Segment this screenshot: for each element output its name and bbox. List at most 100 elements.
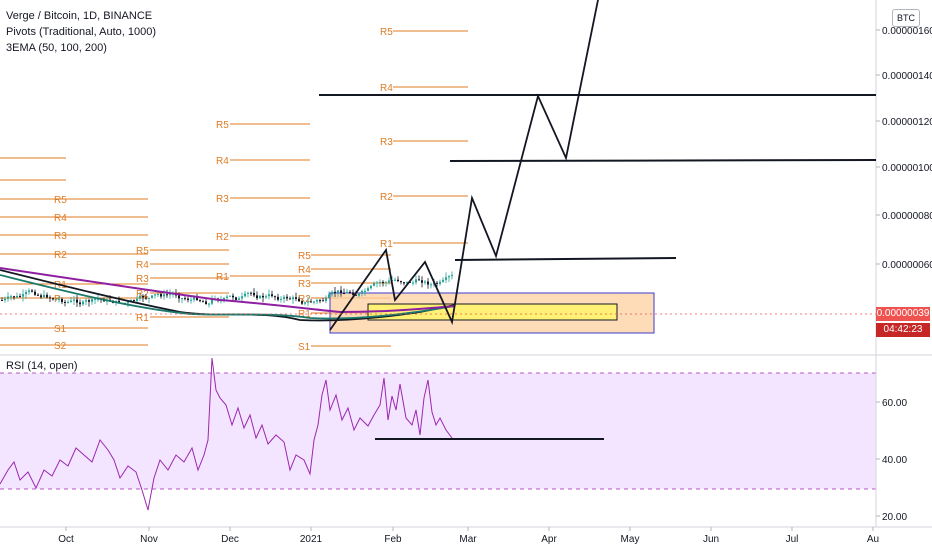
candle-body: [70, 300, 72, 303]
candle-body: [424, 281, 426, 283]
candle-body: [445, 277, 447, 280]
trend-drawings[interactable]: [319, 0, 877, 440]
pivot-label: P: [54, 294, 61, 305]
candle-body: [367, 288, 369, 291]
candle-body: [358, 293, 360, 296]
candle-body: [10, 296, 12, 298]
candle-body: [232, 295, 234, 298]
candle-body: [442, 279, 444, 282]
rsi-tick-label: 60.00: [882, 398, 907, 409]
candle-body: [331, 291, 333, 295]
time-tick-label: Jun: [703, 534, 719, 545]
pivot-label: R4: [298, 265, 311, 276]
pivot-label: R2: [380, 192, 393, 203]
pivot-label: R3: [298, 279, 311, 290]
pivot-label: R5: [216, 120, 229, 131]
candle-body: [256, 295, 258, 299]
candle-body: [211, 299, 213, 304]
pivot-label: R1: [298, 309, 311, 320]
candle-body: [451, 275, 453, 277]
candle-body: [403, 282, 405, 284]
pivot-label: R2: [216, 232, 229, 243]
price-tick-label: 0.00000120: [882, 117, 932, 128]
candle-body: [208, 303, 210, 305]
candle-body: [400, 281, 402, 283]
candle-body: [79, 302, 81, 305]
candle-body: [133, 299, 135, 301]
candle-body: [412, 282, 414, 284]
rsi-indicator-label[interactable]: RSI (14, open): [6, 360, 78, 372]
candle-body: [13, 296, 15, 298]
candle-body: [154, 294, 156, 296]
candle-body: [229, 295, 231, 297]
candle-body: [328, 294, 330, 298]
candle-body: [379, 281, 381, 283]
time-tick-label: Dec: [221, 534, 239, 545]
time-axis[interactable]: Oct Nov Dec 2021 Feb Mar Apr May Jun Jul Au: [58, 527, 879, 545]
candle-body: [148, 297, 150, 299]
pivot-label: R1: [136, 313, 149, 324]
candle-body: [127, 301, 129, 304]
candle-body: [88, 300, 90, 302]
rectangle-drawings[interactable]: [329, 292, 655, 334]
pivot-label: R5: [136, 246, 149, 257]
candle-body: [31, 290, 33, 292]
time-tick-label: Mar: [459, 534, 477, 545]
time-tick-label: Oct: [58, 534, 74, 545]
candle-body: [160, 294, 162, 297]
candle-body: [235, 297, 237, 300]
pivot-label: R2: [54, 250, 67, 261]
pivot-label: R5: [380, 27, 393, 38]
pivots-indicator-label[interactable]: Pivots (Traditional, Auto, 1000): [6, 26, 157, 38]
candle-body: [19, 296, 21, 298]
candle-body: [244, 293, 246, 297]
ema-indicator-label[interactable]: 3EMA (50, 100, 200): [6, 42, 107, 54]
candle-body: [94, 298, 96, 300]
candle-body: [58, 298, 60, 300]
price-axis[interactable]: 0.00000160 0.00000140 0.00000120 0.00000100…: [876, 26, 932, 271]
candle-body: [163, 294, 165, 297]
pivot-label: R2: [298, 294, 311, 305]
symbol-title[interactable]: Verge / Bitcoin, 1D, BINANCE: [6, 10, 153, 22]
candle-body: [193, 297, 195, 300]
candle-body: [187, 298, 189, 301]
resistance-line-mid: [449, 159, 877, 162]
candle-body: [16, 296, 18, 298]
currency-badge[interactable]: BTC: [892, 9, 920, 27]
candle-body: [28, 290, 30, 293]
candle-body: [250, 292, 252, 294]
candle-body: [337, 290, 339, 293]
last-price-tag: 0.00000039: [876, 307, 930, 321]
candle-body: [334, 291, 336, 293]
candle-body: [142, 295, 144, 298]
candle-body: [388, 280, 390, 283]
rsi-band-fill: [0, 373, 876, 489]
candle-body: [406, 281, 408, 284]
rsi-line: [0, 357, 453, 511]
candle-body: [298, 298, 300, 302]
rsi-series-line: [0, 357, 453, 511]
candle-body: [277, 296, 279, 300]
rsi-axis[interactable]: 60.00 40.00 20.00: [876, 398, 907, 523]
candle-body: [25, 292, 27, 295]
candle-body: [376, 282, 378, 284]
rsi-tick-label: 40.00: [882, 455, 907, 466]
candle-body: [289, 298, 291, 300]
candle-body: [4, 298, 6, 301]
candle-body: [286, 296, 288, 299]
candle-body: [49, 297, 51, 299]
candle-body: [280, 298, 282, 300]
price-tick-label: 0.00000060: [882, 260, 932, 271]
candle-body: [139, 295, 141, 299]
candle-body: [166, 294, 168, 296]
candle-body: [7, 296, 9, 299]
time-tick-label: May: [621, 534, 640, 545]
candle-body: [295, 297, 297, 299]
pivot-label: R1: [380, 239, 393, 250]
candle-body: [73, 299, 75, 301]
time-tick-label: Jul: [786, 534, 799, 545]
candle-body: [196, 297, 198, 301]
candle-body: [322, 300, 324, 302]
candle-body: [430, 284, 432, 286]
